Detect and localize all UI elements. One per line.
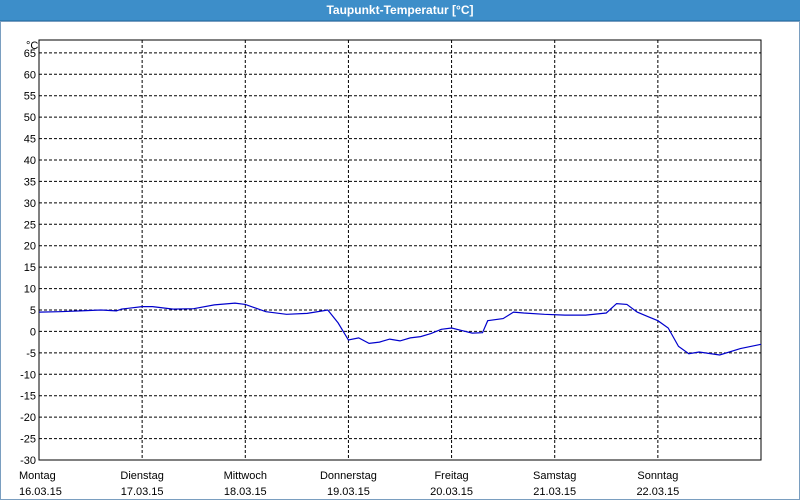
y-tick-label: 35 [24, 176, 36, 188]
y-tick-label: 50 [24, 112, 36, 124]
y-tick-label: 5 [30, 305, 36, 317]
y-tick-label: 10 [24, 284, 36, 296]
x-tick-date: 17.03.15 [121, 486, 164, 498]
x-tick-date: 16.03.15 [19, 486, 62, 498]
x-tick-date: 20.03.15 [430, 486, 473, 498]
y-tick-label: 65 [24, 48, 36, 60]
y-tick-label: 25 [24, 219, 36, 231]
chart-title: Taupunkt-Temperatur [°C] [0, 0, 800, 21]
x-tick-labels: Montag 16.03.15 Dienstag 17.03.15 Mittwoch 18… [19, 470, 679, 498]
y-tick-label: 30 [24, 198, 36, 210]
x-tick-date: 19.03.15 [327, 486, 370, 498]
grid [39, 40, 761, 460]
x-tick-date: 22.03.15 [636, 486, 679, 498]
x-tick-day: Freitag [434, 470, 468, 482]
x-tick-day: Dienstag [120, 470, 163, 482]
series-line-dewpoint [38, 302, 762, 356]
x-tick-day: Montag [19, 470, 56, 482]
x-tick-day: Mittwoch [224, 470, 267, 482]
y-tick-label: 45 [24, 134, 36, 146]
y-tick-label: 15 [24, 262, 36, 274]
plot-area-border [38, 39, 762, 461]
x-tick-date: 21.03.15 [533, 486, 576, 498]
x-tick-day: Samstag [533, 470, 576, 482]
y-tick-label: -20 [20, 412, 36, 424]
y-tick-label: -30 [20, 455, 36, 467]
y-tick-label: -25 [20, 434, 36, 446]
x-tick-date: 18.03.15 [224, 486, 267, 498]
y-tick-label: 60 [24, 69, 36, 81]
y-tick-label: -5 [26, 348, 36, 360]
y-tick-label: 40 [24, 155, 36, 167]
x-tick-day: Donnerstag [320, 470, 377, 482]
y-tick-label: 20 [24, 241, 36, 253]
y-tick-label: -15 [20, 391, 36, 403]
y-tick-label: 55 [24, 91, 36, 103]
y-axis-label: °C [26, 40, 38, 52]
x-tick-day: Sonntag [637, 470, 678, 482]
y-tick-labels: 65605550454035302520151050-5-10-15-20-25… [20, 48, 36, 467]
y-tick-label: -10 [20, 369, 36, 381]
y-tick-label: 0 [30, 326, 36, 338]
